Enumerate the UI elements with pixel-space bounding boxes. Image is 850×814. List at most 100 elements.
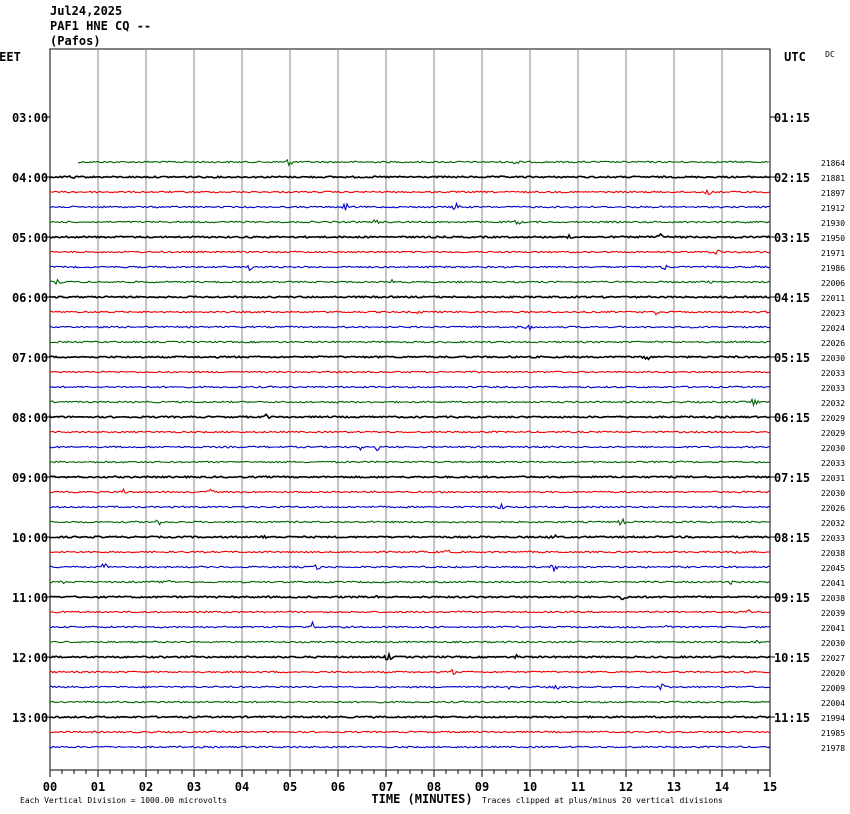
right-hour-label: 04:15 (774, 291, 810, 305)
header-date: Jul24,2025 (50, 4, 123, 18)
plot-frame (49, 48, 771, 771)
seismic-trace (49, 715, 771, 719)
trace-dc-value: 22020 (821, 669, 845, 678)
seismic-trace (49, 487, 771, 494)
trace-dc-value: 21930 (821, 219, 845, 228)
trace-dc-value: 22011 (821, 294, 845, 303)
x-tick-label: 01 (91, 780, 105, 794)
x-tick-label: 03 (187, 780, 201, 794)
right-hour-label: 06:15 (774, 411, 810, 425)
seismic-trace (49, 533, 770, 540)
trace-dc-value: 22041 (821, 624, 845, 633)
x-tick-label: 14 (715, 780, 729, 794)
trace-dc-value: 21978 (821, 744, 845, 753)
left-hour-label: 10:00 (12, 531, 48, 545)
x-tick-label: 13 (667, 780, 681, 794)
x-tick-label: 00 (43, 780, 57, 794)
trace-dc-value: 22026 (821, 504, 845, 513)
left-hour-label: 12:00 (12, 651, 48, 665)
trace-dc-value: 22030 (821, 489, 845, 498)
seismic-trace (49, 620, 771, 629)
seismic-trace (49, 502, 771, 510)
trace-dc-value: 21881 (821, 174, 845, 183)
trace-dc-value: 22033 (821, 384, 845, 393)
trace-dc-value: 22029 (821, 429, 845, 438)
trace-dc-value: 22026 (821, 339, 845, 348)
seismic-trace (49, 295, 771, 299)
trace-dc-value: 22032 (821, 519, 845, 528)
seismic-trace (49, 324, 771, 332)
trace-dc-value: 22039 (821, 609, 845, 618)
trace-dc-value: 22033 (821, 459, 845, 468)
seismic-trace (49, 683, 771, 691)
trace-dc-value: 22030 (821, 444, 845, 453)
seismic-trace (49, 385, 771, 389)
seismic-trace (49, 562, 771, 573)
seismic-trace (49, 340, 771, 344)
trace-dc-value: 22038 (821, 594, 845, 603)
seismic-trace (49, 700, 771, 704)
trace-dc-value: 22023 (821, 309, 845, 318)
header-location: (Pafos) (50, 34, 101, 48)
x-tick-label: 07 (379, 780, 393, 794)
right-hour-label: 07:15 (774, 471, 810, 485)
seismic-trace (49, 278, 771, 286)
x-tick-label: 05 (283, 780, 297, 794)
seismic-trace (49, 264, 771, 272)
trace-dc-value: 22033 (821, 369, 845, 378)
trace-dc-value: 22033 (821, 534, 845, 543)
right-timezone-label: UTC (784, 50, 806, 64)
trace-dc-value: 21912 (821, 204, 845, 213)
x-tick-label: 10 (523, 780, 537, 794)
header-station: PAF1 HNE CQ -- (50, 19, 152, 33)
x-tick-label: 02 (139, 780, 153, 794)
right-hour-label: 08:15 (774, 531, 810, 545)
seismic-trace (49, 549, 771, 554)
seismic-trace (49, 218, 771, 226)
left-hour-label: 05:00 (12, 231, 48, 245)
seismic-trace (49, 579, 771, 586)
right-hour-label: 01:15 (774, 111, 810, 125)
x-tick-label: 15 (763, 780, 777, 794)
trace-dc-value: 22029 (821, 414, 845, 423)
seismic-trace (49, 594, 771, 601)
seismic-trace (49, 475, 771, 479)
seismic-trace (49, 651, 771, 661)
seismic-trace (49, 249, 771, 256)
seismic-trace (49, 445, 771, 452)
trace-dc-value: 22041 (821, 579, 845, 588)
footer-right-note: Traces clipped at plus/minus 20 vertical… (482, 796, 723, 805)
seismic-trace (49, 745, 771, 749)
seismic-trace (49, 310, 771, 316)
right-hour-label: 05:15 (774, 351, 810, 365)
right-hour-label: 10:15 (774, 651, 810, 665)
x-tick-label: 08 (427, 780, 441, 794)
seismic-trace (49, 413, 771, 420)
trace-dc-value: 22030 (821, 639, 845, 648)
trace-dc-value: 21897 (821, 189, 845, 198)
trace-dc-value: 22009 (821, 684, 845, 693)
seismic-trace (49, 639, 771, 644)
trace-dc-value: 22030 (821, 354, 845, 363)
left-hour-label: 07:00 (12, 351, 48, 365)
right-hour-label: 02:15 (774, 171, 810, 185)
x-tick-label: 11 (571, 780, 585, 794)
seismic-trace (49, 430, 771, 434)
trace-dc-value: 21950 (821, 234, 845, 243)
trace-dc-value: 22045 (821, 564, 845, 573)
footer-left-note: Each Vertical Division = 1000.00 microvo… (20, 796, 227, 805)
trace-dc-value: 22006 (821, 279, 845, 288)
right-hour-label: 03:15 (774, 231, 810, 245)
left-timezone-label: EET (0, 50, 21, 64)
seismic-trace (49, 609, 771, 614)
trace-dc-value: 22032 (821, 399, 845, 408)
seismic-trace (49, 232, 771, 240)
trace-dc-value: 21864 (821, 159, 845, 168)
seismic-trace (49, 188, 770, 196)
seismic-trace (49, 460, 771, 464)
seismic-trace (49, 668, 771, 675)
seismic-trace (49, 201, 771, 211)
trace-dc-value: 22027 (821, 654, 845, 663)
left-hour-label: 13:00 (12, 711, 48, 725)
trace-dc-value: 21971 (821, 249, 845, 258)
